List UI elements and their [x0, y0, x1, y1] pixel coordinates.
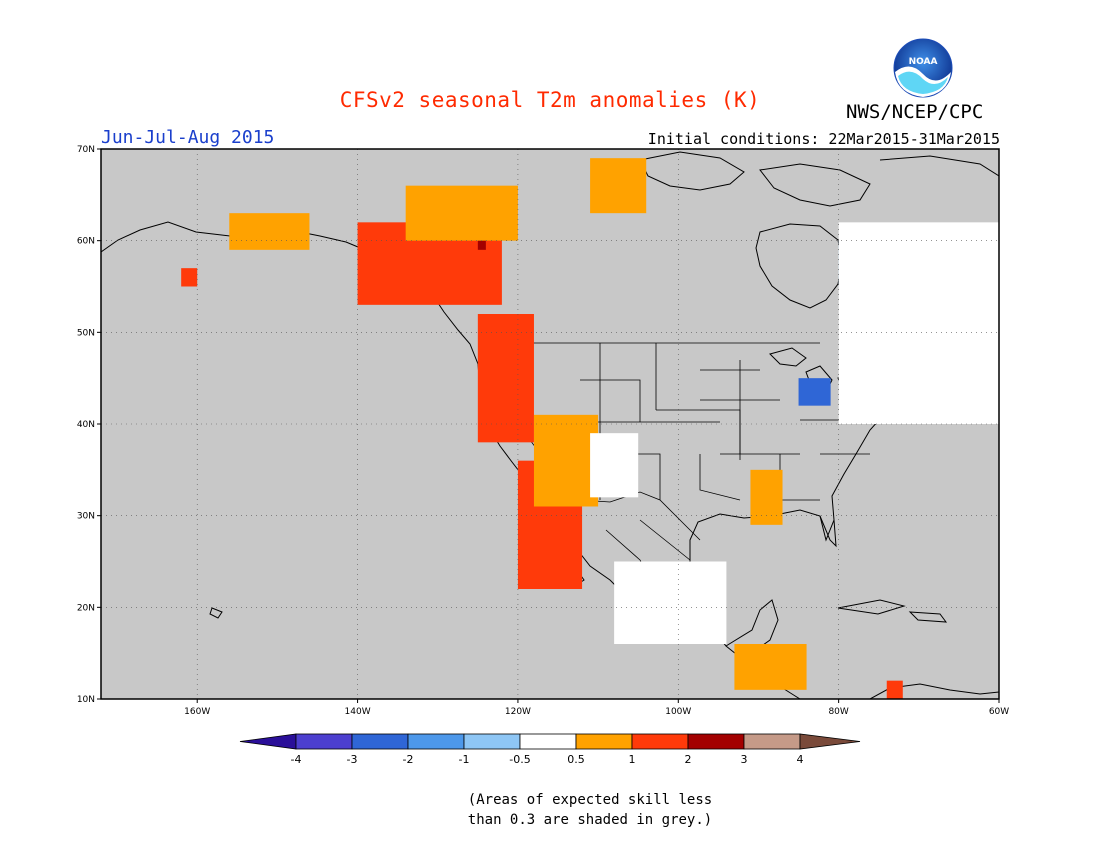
anomaly-region-venezuela-coast	[886, 680, 903, 699]
season-label: Jun-Jul-Aug 2015	[101, 127, 275, 148]
org-label: NWS/NCEP/CPC	[846, 101, 984, 123]
anomaly-region-gulf-coast	[750, 469, 783, 525]
colorbar-swatch	[295, 733, 353, 750]
colorbar-label: 4	[797, 753, 804, 766]
anomaly-region-great-lakes	[798, 378, 831, 406]
lat-tick-label: 40N	[77, 420, 95, 430]
lat-tick-label: 70N	[77, 145, 95, 155]
colorbar: -4 -3 -2 -1 -0.5 0.5 1 2 3 4	[239, 733, 861, 766]
latitude-ticks: 10N 20N 30N 40N 50N 60N 70N	[77, 145, 101, 705]
colorbar-label: 0.5	[567, 753, 585, 766]
lat-tick-label: 10N	[77, 695, 95, 705]
colorbar-swatch	[575, 733, 633, 750]
lon-tick-label: 80W	[828, 707, 848, 717]
anomaly-region-pacific-northwest-coast	[477, 314, 534, 443]
lon-tick-label: 120W	[505, 707, 531, 717]
colorbar-swatch	[631, 733, 689, 750]
map-grid	[101, 149, 999, 699]
lat-tick-label: 30N	[77, 512, 95, 522]
colorbar-swatch	[743, 733, 801, 750]
noaa-logo: NOAA	[893, 38, 953, 98]
map-title: CFSv2 seasonal T2m anomalies (K)	[339, 88, 761, 112]
lat-tick-label: 20N	[77, 603, 95, 613]
colorbar-label: 3	[741, 753, 748, 766]
lon-tick-label: 100W	[665, 707, 691, 717]
lat-tick-label: 60N	[77, 237, 95, 247]
skill-note-line2: than 0.3 are shaded in grey.)	[467, 812, 713, 828]
colorbar-swatch	[519, 733, 577, 750]
initial-conditions-label: Initial conditions: 22Mar2015-31Mar2015	[647, 130, 1000, 148]
anomaly-region-mexico-interior	[614, 561, 727, 644]
colorbar-left-arrow	[239, 733, 297, 750]
colorbar-swatch	[687, 733, 745, 750]
lon-tick-label: 60W	[989, 707, 1009, 717]
colorbar-label: -1	[459, 753, 470, 766]
anomaly-region-four-corners	[590, 433, 639, 498]
skill-note-line1: (Areas of expected skill less	[467, 792, 713, 808]
anomaly-region-central-america-coast	[734, 644, 807, 690]
longitude-ticks: 160W 140W 120W 100W 80W 60W	[184, 699, 1009, 717]
noaa-logo-text: NOAA	[909, 57, 938, 67]
anomaly-region-eastern-canada-quebec	[838, 222, 999, 424]
anomaly-region-nunavut-south	[590, 158, 647, 214]
lon-tick-label: 160W	[184, 707, 210, 717]
colorbar-swatch	[407, 733, 465, 750]
colorbar-label: -0.5	[509, 753, 530, 766]
colorbar-label: 1	[629, 753, 636, 766]
colorbar-swatch	[463, 733, 521, 750]
anomaly-region-great-basin-southwest	[533, 414, 599, 507]
colorbar-label: -3	[347, 753, 358, 766]
lat-tick-label: 50N	[77, 328, 95, 338]
colorbar-right-arrow	[799, 733, 861, 750]
anomaly-shading	[181, 158, 999, 699]
colorbar-label: -2	[403, 753, 414, 766]
colorbar-label: -4	[291, 753, 302, 766]
anomaly-region-alaska-peninsula	[181, 268, 198, 287]
colorbar-label: 2	[685, 753, 692, 766]
lon-tick-label: 140W	[345, 707, 371, 717]
colorbar-swatch	[351, 733, 409, 750]
skill-note: (Areas of expected skill less than 0.3 a…	[440, 790, 740, 830]
anomaly-region-southern-alaska	[229, 213, 310, 250]
anomaly-region-northwest-territories	[405, 185, 518, 241]
